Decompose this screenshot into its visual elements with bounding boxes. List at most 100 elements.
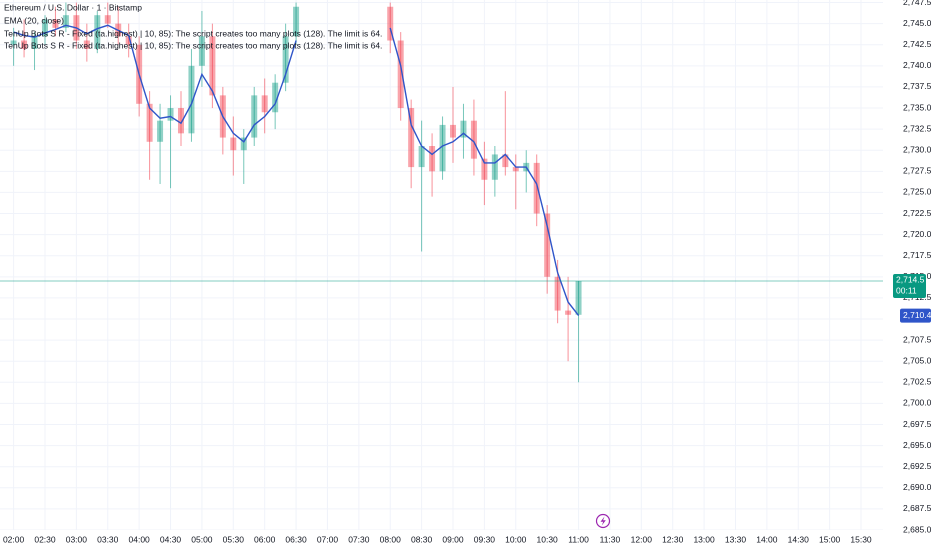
candle-body	[167, 108, 174, 121]
x-tick-label: 13:00	[693, 534, 715, 544]
candle-body	[62, 15, 69, 28]
candle-body	[512, 167, 519, 172]
candle-body	[31, 36, 38, 49]
y-tick-label: 2,690.0	[903, 482, 932, 492]
candle-body	[439, 124, 446, 172]
candle-body	[41, 19, 48, 37]
candle-body	[282, 36, 289, 83]
x-tick-label: 07:30	[348, 534, 370, 544]
y-tick-label: 2,707.5	[903, 334, 932, 344]
candle-body	[94, 15, 101, 49]
ema-line	[13, 24, 580, 317]
y-tick-label: 2,740.0	[903, 60, 932, 70]
x-tick-label: 02:00	[3, 534, 25, 544]
last-price-label: 2,714.5	[896, 274, 925, 284]
y-tick-label: 2,722.5	[903, 208, 932, 218]
x-tick-label: 06:30	[285, 534, 307, 544]
candle-body	[565, 310, 572, 315]
x-tick-label: 12:00	[631, 534, 653, 544]
y-tick-label: 2,697.5	[903, 419, 932, 429]
x-tick-label: 15:30	[850, 534, 872, 544]
x-tick-label: 05:00	[191, 534, 213, 544]
legend-entry: EMA (20, close)	[4, 15, 64, 25]
ema-price-label: 2,710.4	[903, 310, 932, 320]
candle-body	[209, 36, 216, 96]
x-tick-label: 13:30	[725, 534, 747, 544]
candle-body	[146, 103, 153, 142]
annotation: TenUp Bots S R - Fixed (ta.highest) | 10…	[4, 40, 382, 50]
candle-body	[460, 120, 467, 138]
x-tick-label: 09:30	[474, 534, 496, 544]
y-tick-label: 2,705.0	[903, 355, 932, 365]
y-tick-label: 2,730.0	[903, 144, 932, 154]
y-tick-label: 2,735.0	[903, 102, 932, 112]
chart-title: Ethereum / U.S. Dollar · 1 · Bitstamp	[4, 2, 142, 12]
candle-body	[198, 36, 205, 66]
y-tick-label: 2,695.0	[903, 440, 932, 450]
x-tick-label: 05:30	[223, 534, 245, 544]
x-tick-label: 11:30	[600, 534, 621, 544]
candle-body	[188, 65, 195, 134]
x-tick-label: 04:00	[129, 534, 151, 544]
candle-body	[397, 40, 404, 109]
alert-icon[interactable]	[595, 513, 611, 529]
x-tick-label: 15:00	[819, 534, 841, 544]
candle-body	[544, 213, 551, 277]
candle-body	[575, 281, 582, 315]
y-tick-label: 2,717.5	[903, 250, 932, 260]
time-axis	[0, 530, 932, 550]
x-tick-label: 02:30	[34, 534, 56, 544]
candle-body	[491, 154, 498, 180]
x-tick-label: 12:30	[662, 534, 684, 544]
candle-body	[481, 158, 488, 180]
last-price-box	[893, 274, 926, 299]
candle-body	[177, 108, 184, 134]
candle-body	[230, 137, 237, 151]
y-tick-label: 2,737.5	[903, 81, 932, 91]
y-tick-label: 2,745.0	[903, 18, 932, 28]
y-tick-label: 2,742.5	[903, 39, 932, 49]
candle-body	[502, 154, 509, 168]
candle-body	[387, 6, 394, 41]
candle-body	[251, 95, 258, 138]
y-tick-label: 2,732.5	[903, 123, 932, 133]
candle-body	[157, 120, 164, 142]
y-tick-label: 2,725.0	[903, 187, 932, 197]
candle-body	[418, 146, 425, 168]
candle-body	[554, 276, 561, 311]
y-tick-label: 2,702.5	[903, 377, 932, 387]
countdown-label: 00:11	[896, 285, 917, 295]
y-tick-label: 2,692.5	[903, 461, 932, 471]
x-tick-label: 04:30	[160, 534, 182, 544]
candle-body	[429, 146, 436, 172]
candle-body	[10, 40, 17, 45]
x-tick-label: 07:00	[317, 534, 339, 544]
y-tick-label: 2,727.5	[903, 166, 932, 176]
candle-body	[125, 36, 132, 45]
x-tick-label: 09:00	[442, 534, 464, 544]
candle-body	[21, 40, 28, 49]
x-tick-label: 08:00	[380, 534, 402, 544]
candle-body	[52, 19, 59, 28]
x-tick-label: 11:00	[568, 534, 589, 544]
x-tick-label: 08:30	[411, 534, 433, 544]
annotation: TenUp Bots S R - Fixed (ta.highest) | 10…	[4, 28, 382, 38]
candle-body	[408, 108, 415, 168]
candle-body	[470, 120, 477, 159]
x-tick-label: 06:00	[254, 534, 276, 544]
plot-area	[0, 2, 883, 383]
y-tick-label: 2,700.0	[903, 398, 932, 408]
candle-body	[293, 6, 300, 37]
candle-body	[240, 137, 247, 151]
grid	[0, 0, 883, 531]
y-tick-label: 2,685.0	[903, 524, 932, 534]
candle-body	[450, 124, 457, 138]
x-tick-label: 10:30	[537, 534, 559, 544]
candle-body	[272, 82, 279, 113]
y-tick-label: 2,747.5	[903, 0, 932, 7]
candle-body	[83, 40, 90, 49]
x-tick-label: 10:00	[505, 534, 527, 544]
x-tick-label: 03:00	[66, 534, 88, 544]
